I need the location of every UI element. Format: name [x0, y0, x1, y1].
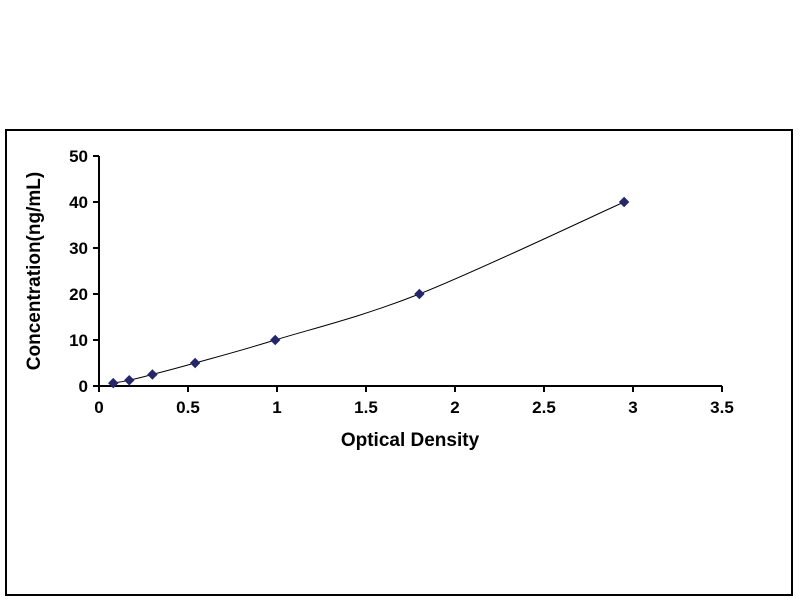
data-point-marker: [414, 288, 425, 300]
x-tick-label: 1.5: [354, 398, 378, 417]
data-point-marker: [108, 377, 119, 389]
x-tick-label: 2.5: [532, 398, 556, 417]
chart-frame: 0 0.5 1 1.5 2 2.5 3 3.5 0 10 20 30 40 50 Optical Dens…: [5, 129, 793, 596]
x-tick-label: 3.5: [710, 398, 734, 417]
y-tick-label: 10: [69, 331, 88, 350]
y-tick-label: 20: [69, 285, 88, 304]
x-tick-label: 2: [450, 398, 459, 417]
y-tick-label: 40: [69, 193, 88, 212]
x-axis-title: Optical Density: [341, 430, 480, 451]
standard-curve-plot: 0 0.5 1 1.5 2 2.5 3 3.5 0 10 20 30 40 50 Optical Dens…: [24, 147, 734, 451]
x-tick-label: 1: [272, 398, 281, 417]
y-tick-label: 30: [69, 239, 88, 258]
data-point-marker: [147, 369, 158, 380]
x-tick-label: 3: [628, 398, 637, 417]
x-tick-label: 0.5: [176, 398, 200, 417]
data-point-marker: [189, 357, 201, 369]
y-tick-label: 50: [69, 147, 88, 166]
plot-axes-and-series: 0 0.5 1 1.5 2 2.5 3 3.5 0 10 20 30 40 50: [69, 147, 734, 417]
x-tick-label: 0: [94, 398, 103, 417]
y-axis-title: Concentration(ng/mL): [24, 172, 45, 370]
y-tick-label: 0: [79, 377, 88, 396]
standard-curve-line: [113, 201, 625, 384]
data-point-marker: [270, 334, 281, 346]
data-point-marker: [618, 196, 630, 208]
data-point-marker: [124, 375, 135, 386]
